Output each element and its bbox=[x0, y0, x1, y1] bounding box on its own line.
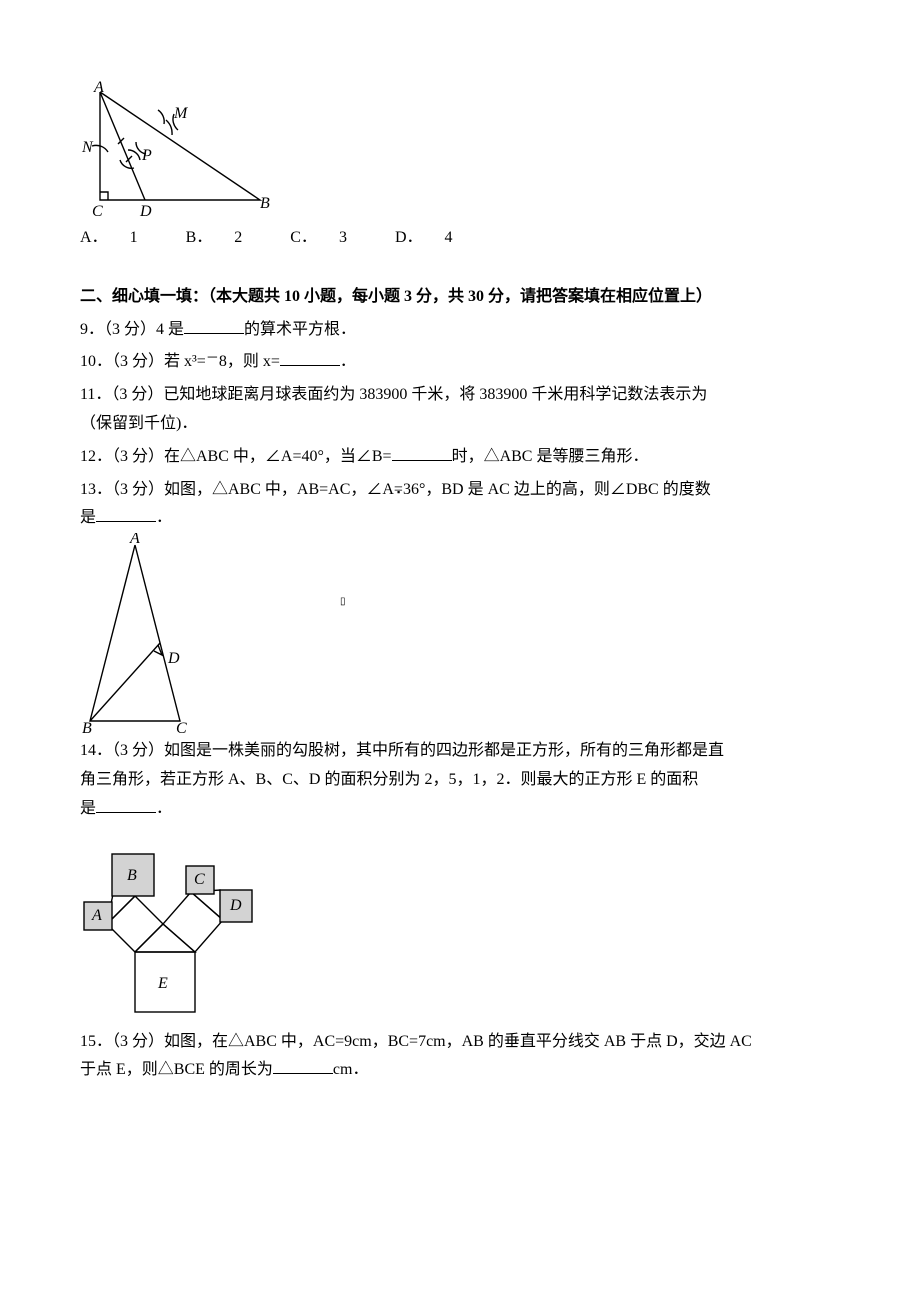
page-container: A M N P C D B A．1 B．2 C．3 D．4 二、细心填一填：（本… bbox=[0, 0, 920, 1302]
label-E14: E bbox=[157, 975, 168, 992]
q14-line2: 角三角形，若正方形 A、B、C、D 的面积分别为 2，5，1，2．则最大的正方形… bbox=[80, 771, 698, 788]
marker-def1: ▯ bbox=[340, 593, 346, 611]
label-D: D bbox=[139, 203, 152, 220]
question-13: 13．（3 分）如图，△ABC 中，AB=AC，∠A=▪36°，BD 是 AC … bbox=[80, 476, 840, 534]
q14-line3a: 是 bbox=[80, 800, 96, 817]
q10-eight: 8，则 x= bbox=[219, 353, 280, 370]
label-D13: D bbox=[167, 650, 180, 667]
q12-prefix: 12．（3 分）在△ABC 中，∠A=40°，当∠B= bbox=[80, 448, 392, 465]
question-9: 9．（3 分）4 是 的算术平方根． bbox=[80, 316, 840, 345]
pythagoras-tree-svg: A B C D E bbox=[80, 824, 280, 1024]
q9-prefix: 9．（3 分）4 是 bbox=[80, 321, 184, 338]
q10-blank bbox=[280, 349, 340, 366]
label-C: C bbox=[92, 203, 103, 220]
label-B: B bbox=[260, 195, 270, 212]
label-N: N bbox=[81, 139, 94, 156]
label-A: A bbox=[93, 80, 104, 96]
q15-blank bbox=[273, 1057, 333, 1074]
q15-line2b: cm． bbox=[333, 1061, 369, 1078]
q15-line2a: 于点 E，则△BCE 的周长为 bbox=[80, 1061, 273, 1078]
q8-options: A．1 B．2 C．3 D．4 bbox=[80, 224, 840, 253]
question-11: 11．（3 分）已知地球距离月球表面约为 383900 千米，将 383900 … bbox=[80, 381, 840, 439]
q14-line3b: ． bbox=[156, 800, 172, 817]
q13-line2a: 是 bbox=[80, 509, 96, 526]
q10-minus: － bbox=[206, 350, 219, 365]
q13-line2b: ． bbox=[156, 509, 172, 526]
q15-line1: 15．（3 分）如图，在△ABC 中，AC=9cm，BC=7cm，AB 的垂直平… bbox=[80, 1033, 752, 1050]
label-C13: C bbox=[176, 720, 187, 733]
option-c: C．3 bbox=[290, 229, 369, 246]
option-d: D．4 bbox=[395, 229, 475, 246]
q9-blank bbox=[184, 317, 244, 334]
q13-angle: 36° bbox=[403, 481, 425, 498]
figure-q13: A D B C ▯ bbox=[80, 533, 840, 733]
question-14: 14．（3 分）如图是一株美丽的勾股树，其中所有的四边形都是正方形，所有的三角形… bbox=[80, 737, 840, 823]
q10-suffix: ． bbox=[340, 353, 356, 370]
q12-blank bbox=[392, 444, 452, 461]
q14-blank bbox=[96, 796, 156, 813]
label-M: M bbox=[173, 105, 189, 122]
q9-suffix: 的算术平方根． bbox=[244, 321, 356, 338]
marker-def2: ▪ bbox=[397, 484, 400, 500]
q13-blank bbox=[96, 505, 156, 522]
q13-line1a: 13．（3 分）如图，△ABC 中，AB=AC，∠A= bbox=[80, 481, 403, 498]
label-A13: A bbox=[129, 533, 140, 547]
triangle-construction-svg: A M N P C D B bbox=[80, 80, 270, 220]
label-P: P bbox=[141, 147, 152, 164]
label-C14: C bbox=[194, 871, 205, 888]
question-12: 12．（3 分）在△ABC 中，∠A=40°，当∠B= 时，△ABC 是等腰三角形… bbox=[80, 443, 840, 472]
option-a: A．1 bbox=[80, 229, 160, 246]
figure-q8: A M N P C D B bbox=[80, 80, 840, 220]
question-10: 10．（3 分）若 x³=－8，则 x= ． bbox=[80, 348, 840, 377]
q13-line1b: ，BD 是 AC 边上的高，则∠DBC 的度数 bbox=[425, 481, 710, 498]
figure-q14: A B C D E bbox=[80, 824, 840, 1024]
q10-prefix: 10．（3 分）若 x³= bbox=[80, 353, 206, 370]
option-b: B．2 bbox=[186, 229, 265, 246]
q14-line1: 14．（3 分）如图是一株美丽的勾股树，其中所有的四边形都是正方形，所有的三角形… bbox=[80, 742, 724, 759]
label-D14: D bbox=[229, 897, 242, 914]
label-B14: B bbox=[127, 867, 137, 884]
section-2-header: 二、细心填一填：（本大题共 10 小题，每小题 3 分，共 30 分，请把答案填… bbox=[80, 283, 840, 312]
question-15: 15．（3 分）如图，在△ABC 中，AC=9cm，BC=7cm，AB 的垂直平… bbox=[80, 1028, 840, 1086]
q11-line1: 11．（3 分）已知地球距离月球表面约为 383900 千米，将 383900 … bbox=[80, 386, 707, 403]
isosceles-triangle-svg: A D B C bbox=[80, 533, 200, 733]
q12-suffix: 时，△ABC 是等腰三角形． bbox=[452, 448, 649, 465]
label-B13: B bbox=[82, 720, 92, 733]
label-A14: A bbox=[91, 907, 102, 924]
q11-line2: （保留到千位)． bbox=[80, 415, 197, 432]
